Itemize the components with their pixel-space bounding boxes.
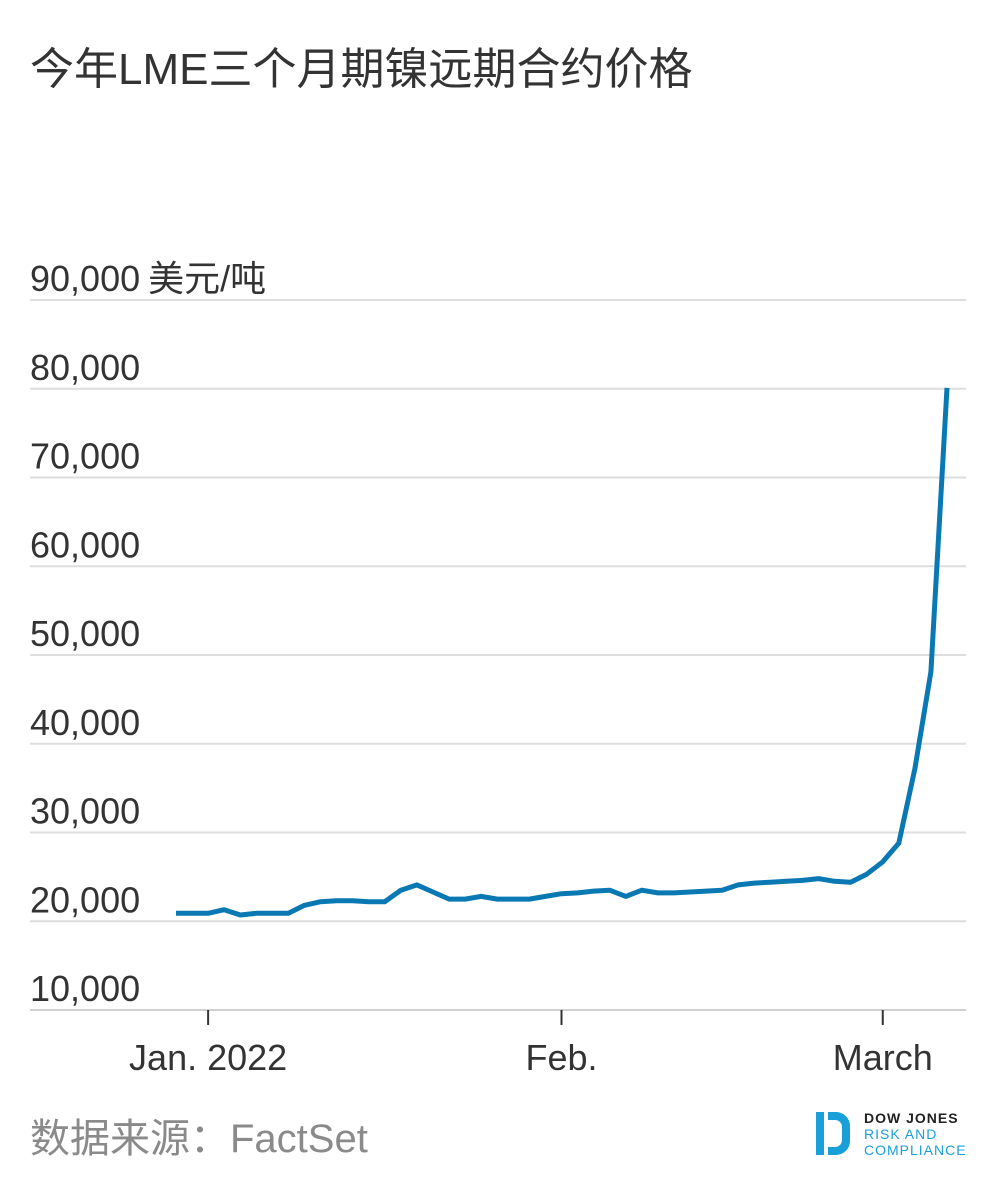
y-tick-label: 80,000 [30, 347, 140, 388]
logo-d [828, 1112, 850, 1155]
source: 数据来源：FactSet [30, 1117, 368, 1161]
y-tick-label: 40,000 [30, 702, 140, 743]
y-tick-label: 10,000 [30, 968, 140, 1009]
y-tick-label: 50,000 [30, 613, 140, 654]
line [176, 387, 950, 918]
y-unit: 美元/吨 [148, 258, 266, 299]
y-tick-label: 70,000 [30, 436, 140, 477]
y-tick-label: 60,000 [30, 524, 140, 565]
chart-title: 今年LME三个月期镍远期合约价格 [30, 45, 692, 94]
logo-text: COMPLIANCE [864, 1142, 967, 1158]
logo-text: DOW JONES [864, 1110, 959, 1126]
y-tick-label: 20,000 [30, 879, 140, 920]
y-tick-label: 90,000 [30, 258, 140, 299]
x-tick-label: Jan. 2022 [129, 1037, 287, 1078]
y-tick-label: 30,000 [30, 791, 140, 832]
logo-bar [816, 1112, 824, 1155]
logo-icon [816, 1112, 850, 1155]
x-tick-label: Feb. [525, 1037, 597, 1078]
logo-text: RISK AND [864, 1126, 937, 1142]
x-tick-label: March [833, 1037, 933, 1078]
